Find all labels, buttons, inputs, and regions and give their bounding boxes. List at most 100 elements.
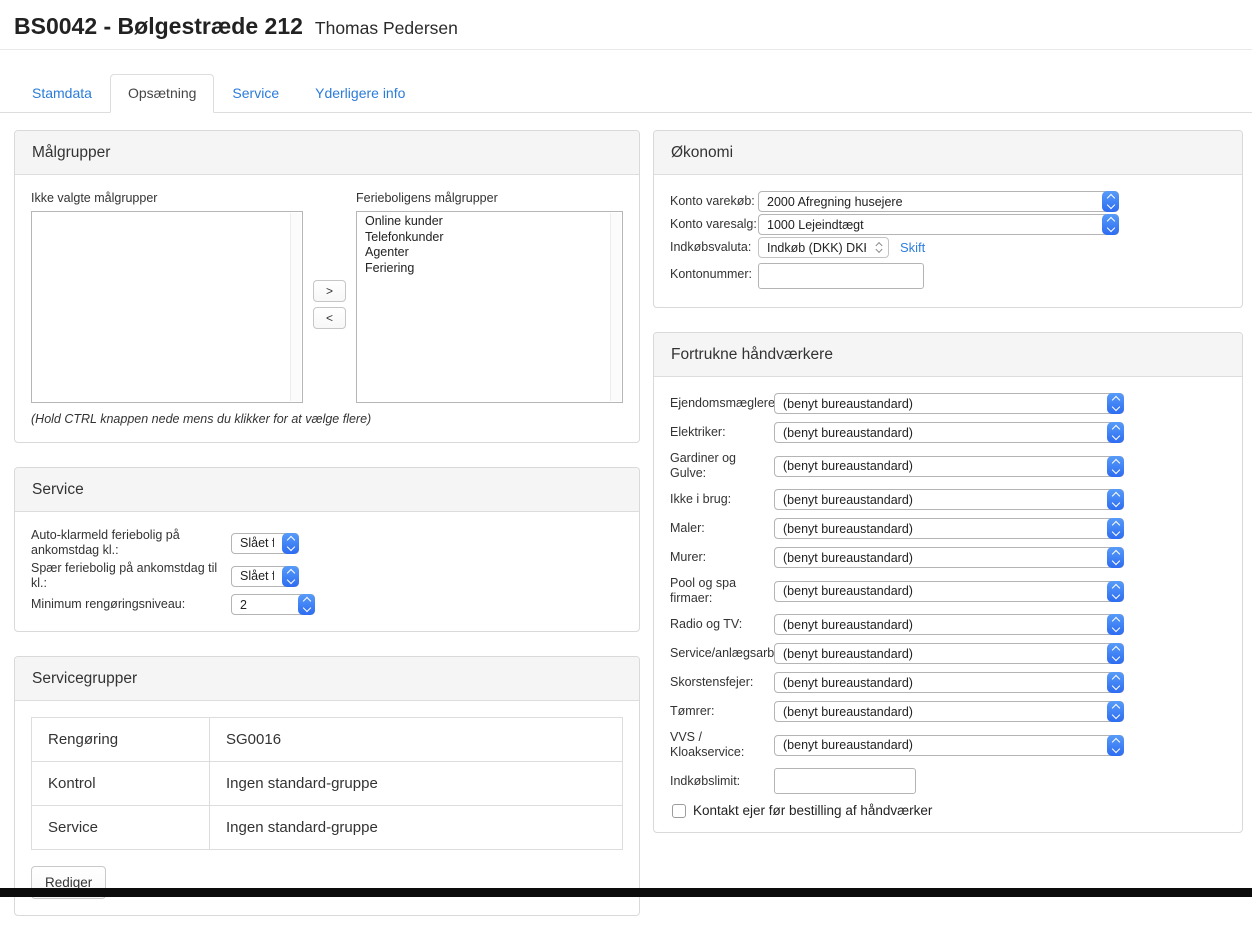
panel-okonomi: Økonomi Konto varekøb: 2000 Afregning hu… xyxy=(653,130,1243,308)
panel-servicegrupper: Servicegrupper Rengøring SG0016 Kontrol … xyxy=(14,656,640,916)
service-anlaegsarbejde-select[interactable]: (benyt bureaustandard) xyxy=(774,643,1124,664)
murer-label: Murer: xyxy=(670,550,707,564)
scrollbar-track[interactable] xyxy=(610,213,621,401)
vvs-kloakservice-select[interactable]: (benyt bureaustandard) xyxy=(774,734,1124,756)
auto-klarmeld-select[interactable]: Slået fra xyxy=(231,532,299,554)
tab-stamdata[interactable]: Stamdata xyxy=(32,85,92,101)
move-right-button[interactable]: > xyxy=(313,279,346,302)
group-type-cell: Rengøring xyxy=(31,717,210,762)
selected-target-groups-listbox[interactable]: Online kunder Telefonkunder Agenter Feri… xyxy=(356,211,623,403)
select-stepper-icon xyxy=(1107,734,1124,756)
radio-og-tv-label: Radio og TV: xyxy=(670,617,743,631)
panel-service-title: Service xyxy=(15,468,639,512)
radio-og-tv-select[interactable]: (benyt bureaustandard) xyxy=(774,614,1124,635)
panel-maalgrupper-title: Målgrupper xyxy=(15,131,639,175)
panel-haandvaerkere-title: Fortrukne håndværkere xyxy=(654,333,1242,377)
indkobsvaluta-label: Indkøbsvaluta: xyxy=(670,240,752,254)
service-anlaegsarbejde-label: Service/anlægsarbejde: xyxy=(670,646,802,660)
table-row: Rengøring SG0016 xyxy=(31,717,623,762)
tomrer-select[interactable]: (benyt bureaustandard) xyxy=(774,701,1124,722)
select-stepper-icon xyxy=(1107,422,1124,443)
scrollbar-track[interactable] xyxy=(290,213,301,401)
konto-varekob-select[interactable]: 2000 Afregning husejere xyxy=(758,191,1119,212)
gardiner-og-gulve-select[interactable]: (benyt bureaustandard) xyxy=(774,455,1124,477)
gardiner-og-gulve-label: Gardiner og Gulve: xyxy=(670,451,737,480)
servicegrupper-table: Rengøring SG0016 Kontrol Ingen standard-… xyxy=(31,717,623,850)
spaer-feriebolig-label: Spær feriebolig på ankomstdag til kl.: xyxy=(31,561,218,590)
panel-okonomi-title: Økonomi xyxy=(654,131,1242,175)
group-value-cell: Ingen standard-gruppe xyxy=(209,805,623,850)
pool-og-spa-label: Pool og spa firmaer: xyxy=(670,576,737,605)
group-value-cell: Ingen standard-gruppe xyxy=(209,761,623,806)
kontonummer-label: Kontonummer: xyxy=(670,267,752,281)
group-type-cell: Kontrol xyxy=(31,761,210,806)
ejendomsmaeglere-select[interactable]: (benyt bureaustandard) xyxy=(774,393,1124,414)
contact-owner-checkbox[interactable] xyxy=(672,803,686,818)
ejendomsmaeglere-label: Ejendomsmæglere: xyxy=(670,396,779,410)
skift-link[interactable]: Skift xyxy=(900,240,926,255)
group-value-cell: SG0016 xyxy=(209,717,623,762)
auto-klarmeld-label: Auto-klarmeld feriebolig på ankomstdag k… xyxy=(31,528,180,557)
list-item[interactable]: Feriering xyxy=(365,260,415,275)
select-stepper-icon xyxy=(1107,580,1124,602)
selected-groups-label: Ferieboligens målgrupper xyxy=(356,191,498,205)
kontonummer-input[interactable] xyxy=(758,263,924,289)
select-stepper-icon xyxy=(1107,393,1124,414)
elektriker-select[interactable]: (benyt bureaustandard) xyxy=(774,422,1124,443)
page-subtitle: Thomas Pedersen xyxy=(314,18,458,38)
unselected-groups-label: Ikke valgte målgrupper xyxy=(31,191,158,205)
window-bottom-edge xyxy=(0,888,1252,897)
konto-varekob-label: Konto varekøb: xyxy=(670,194,755,208)
group-type-cell: Service xyxy=(31,805,210,850)
select-stepper-icon xyxy=(874,238,884,257)
right-column: Økonomi Konto varekøb: 2000 Afregning hu… xyxy=(653,130,1243,857)
pool-og-spa-select[interactable]: (benyt bureaustandard) xyxy=(774,580,1124,602)
list-item[interactable]: Agenter xyxy=(365,245,409,259)
select-stepper-icon xyxy=(1102,214,1119,235)
tab-opsaetning[interactable]: Opsætning xyxy=(109,74,215,113)
panel-servicegrupper-title: Servicegrupper xyxy=(15,657,639,701)
list-item[interactable]: Online kunder xyxy=(365,214,443,228)
select-stepper-icon xyxy=(1107,518,1124,539)
page-header: BS0042 - Bølgestræde 212 Thomas Pedersen xyxy=(0,0,1252,50)
page-title: BS0042 - Bølgestræde 212 xyxy=(14,13,303,39)
indkobsvaluta-select[interactable]: Indkøb (DKK) DKK xyxy=(758,237,889,258)
select-stepper-icon xyxy=(1107,643,1124,664)
skorstensfejer-label: Skorstensfejer: xyxy=(670,675,754,689)
select-stepper-icon xyxy=(1102,191,1119,212)
panel-service: Service Auto-klarmeld feriebolig på anko… xyxy=(14,467,640,632)
murer-select[interactable]: (benyt bureaustandard) xyxy=(774,547,1124,568)
elektriker-label: Elektriker: xyxy=(670,425,726,439)
unselected-target-groups-listbox[interactable] xyxy=(31,211,303,403)
ikke-i-brug-label: Ikke i brug: xyxy=(670,492,732,506)
maler-label: Maler: xyxy=(670,521,705,535)
spaer-feriebolig-select[interactable]: Slået fra xyxy=(231,565,299,587)
vvs-kloakservice-label: VVS / Kloakservice: xyxy=(670,730,745,759)
maler-select[interactable]: (benyt bureaustandard) xyxy=(774,518,1124,539)
select-stepper-icon xyxy=(1107,489,1124,510)
indkobslimit-input[interactable] xyxy=(774,768,916,794)
list-item[interactable]: Telefonkunder xyxy=(365,229,444,244)
tab-bar: Stamdata Opsætning Service Yderligere in… xyxy=(0,74,1252,113)
ikke-i-brug-select[interactable]: (benyt bureaustandard) xyxy=(774,489,1124,510)
left-column: Målgrupper Ikke valgte målgrupper > < Fe xyxy=(14,130,640,940)
select-stepper-icon xyxy=(282,565,299,587)
tomrer-label: Tømrer: xyxy=(670,704,715,718)
ctrl-hint-text: (Hold CTRL knappen nede mens du klikker … xyxy=(31,412,372,426)
move-left-button[interactable]: < xyxy=(313,306,346,329)
panel-maalgrupper: Målgrupper Ikke valgte målgrupper > < Fe xyxy=(14,130,640,443)
table-row: Kontrol Ingen standard-gruppe xyxy=(31,761,623,806)
skorstensfejer-select[interactable]: (benyt bureaustandard) xyxy=(774,672,1124,693)
konto-varesalg-select[interactable]: 1000 Lejeindtægt xyxy=(758,214,1119,235)
select-stepper-icon xyxy=(1107,614,1124,635)
select-stepper-icon xyxy=(282,532,299,554)
min-rengoeringsniveau-select[interactable]: 2 xyxy=(231,594,315,615)
select-stepper-icon xyxy=(1107,672,1124,693)
select-stepper-icon xyxy=(298,594,315,615)
select-stepper-icon xyxy=(1107,455,1124,477)
tab-service[interactable]: Service xyxy=(232,85,280,101)
indkobslimit-label: Indkøbslimit: xyxy=(670,773,741,788)
select-stepper-icon xyxy=(1107,547,1124,568)
main-content: Målgrupper Ikke valgte målgrupper > < Fe xyxy=(0,113,1252,940)
tab-yderligere-info[interactable]: Yderligere info xyxy=(315,85,406,101)
